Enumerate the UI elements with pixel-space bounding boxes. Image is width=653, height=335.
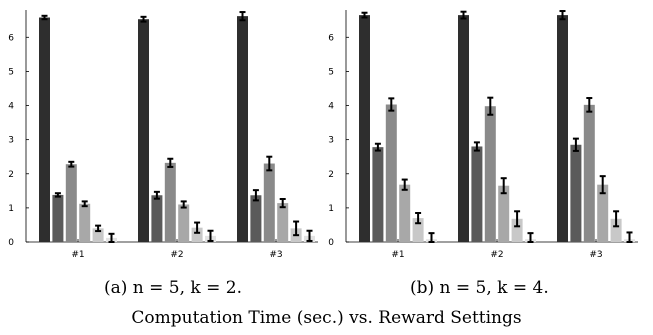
chart-panel-a: 0 1 2 3 4 5 6 #1 #2 #3 (8, 10, 318, 260)
bar (178, 204, 190, 242)
x-tick-label: #2 (490, 250, 503, 260)
y-tick-label: 5 (328, 67, 334, 77)
bar (458, 15, 469, 243)
x-tick-label: #3 (269, 250, 282, 260)
bar (263, 163, 275, 242)
bar (39, 17, 50, 242)
bar (511, 218, 523, 242)
bar (484, 106, 496, 242)
chart-figure: 0 1 2 3 4 5 6 #1 #2 #3 0 1 2 3 4 5 6 #1 #2 #3 (8, 10, 638, 260)
bar (237, 16, 248, 243)
bar (138, 19, 149, 243)
bar (79, 203, 91, 242)
bar (597, 184, 609, 242)
bar (191, 227, 203, 242)
bar (412, 218, 424, 242)
bar (570, 144, 582, 242)
bar (52, 194, 64, 242)
figure-title: Computation Time (sec.) vs. Reward Setti… (131, 308, 522, 328)
y-tick-label: 6 (8, 33, 14, 43)
y-tick-label: 5 (8, 67, 14, 77)
y-tick-label: 4 (8, 102, 14, 112)
bar (151, 195, 163, 242)
x-tick-label: #2 (170, 250, 183, 260)
y-tick-label: 2 (8, 170, 14, 180)
bar (385, 104, 397, 242)
y-tick-label: 2 (328, 170, 334, 180)
y-tick-label: 0 (8, 238, 14, 248)
chart-panel-b: 0 1 2 3 4 5 6 #1 #2 #3 (328, 10, 638, 260)
y-tick-label: 4 (328, 102, 334, 112)
y-tick-label: 6 (328, 33, 334, 43)
bar (557, 15, 568, 243)
y-tick-label: 3 (8, 136, 14, 146)
y-tick-label: 3 (328, 136, 334, 146)
bar (359, 15, 370, 243)
x-tick-label: #3 (589, 250, 602, 260)
y-tick-label: 1 (328, 204, 334, 214)
bar (399, 184, 411, 242)
subfigure-caption-a: (a) n = 5, k = 2. (104, 278, 243, 298)
y-tick-label: 0 (328, 238, 334, 248)
bar (277, 203, 289, 242)
x-tick-label: #1 (71, 250, 84, 260)
y-tick-label: 1 (8, 204, 14, 214)
bar (92, 228, 104, 242)
bar (372, 147, 384, 242)
bar (471, 146, 483, 242)
bar (610, 218, 622, 242)
bar (164, 162, 176, 242)
bar (250, 195, 262, 242)
x-tick-label: #1 (391, 250, 404, 260)
bar (65, 164, 77, 242)
bar (583, 104, 595, 242)
subfigure-caption-b: (b) n = 5, k = 4. (410, 278, 549, 298)
bar (498, 185, 510, 242)
